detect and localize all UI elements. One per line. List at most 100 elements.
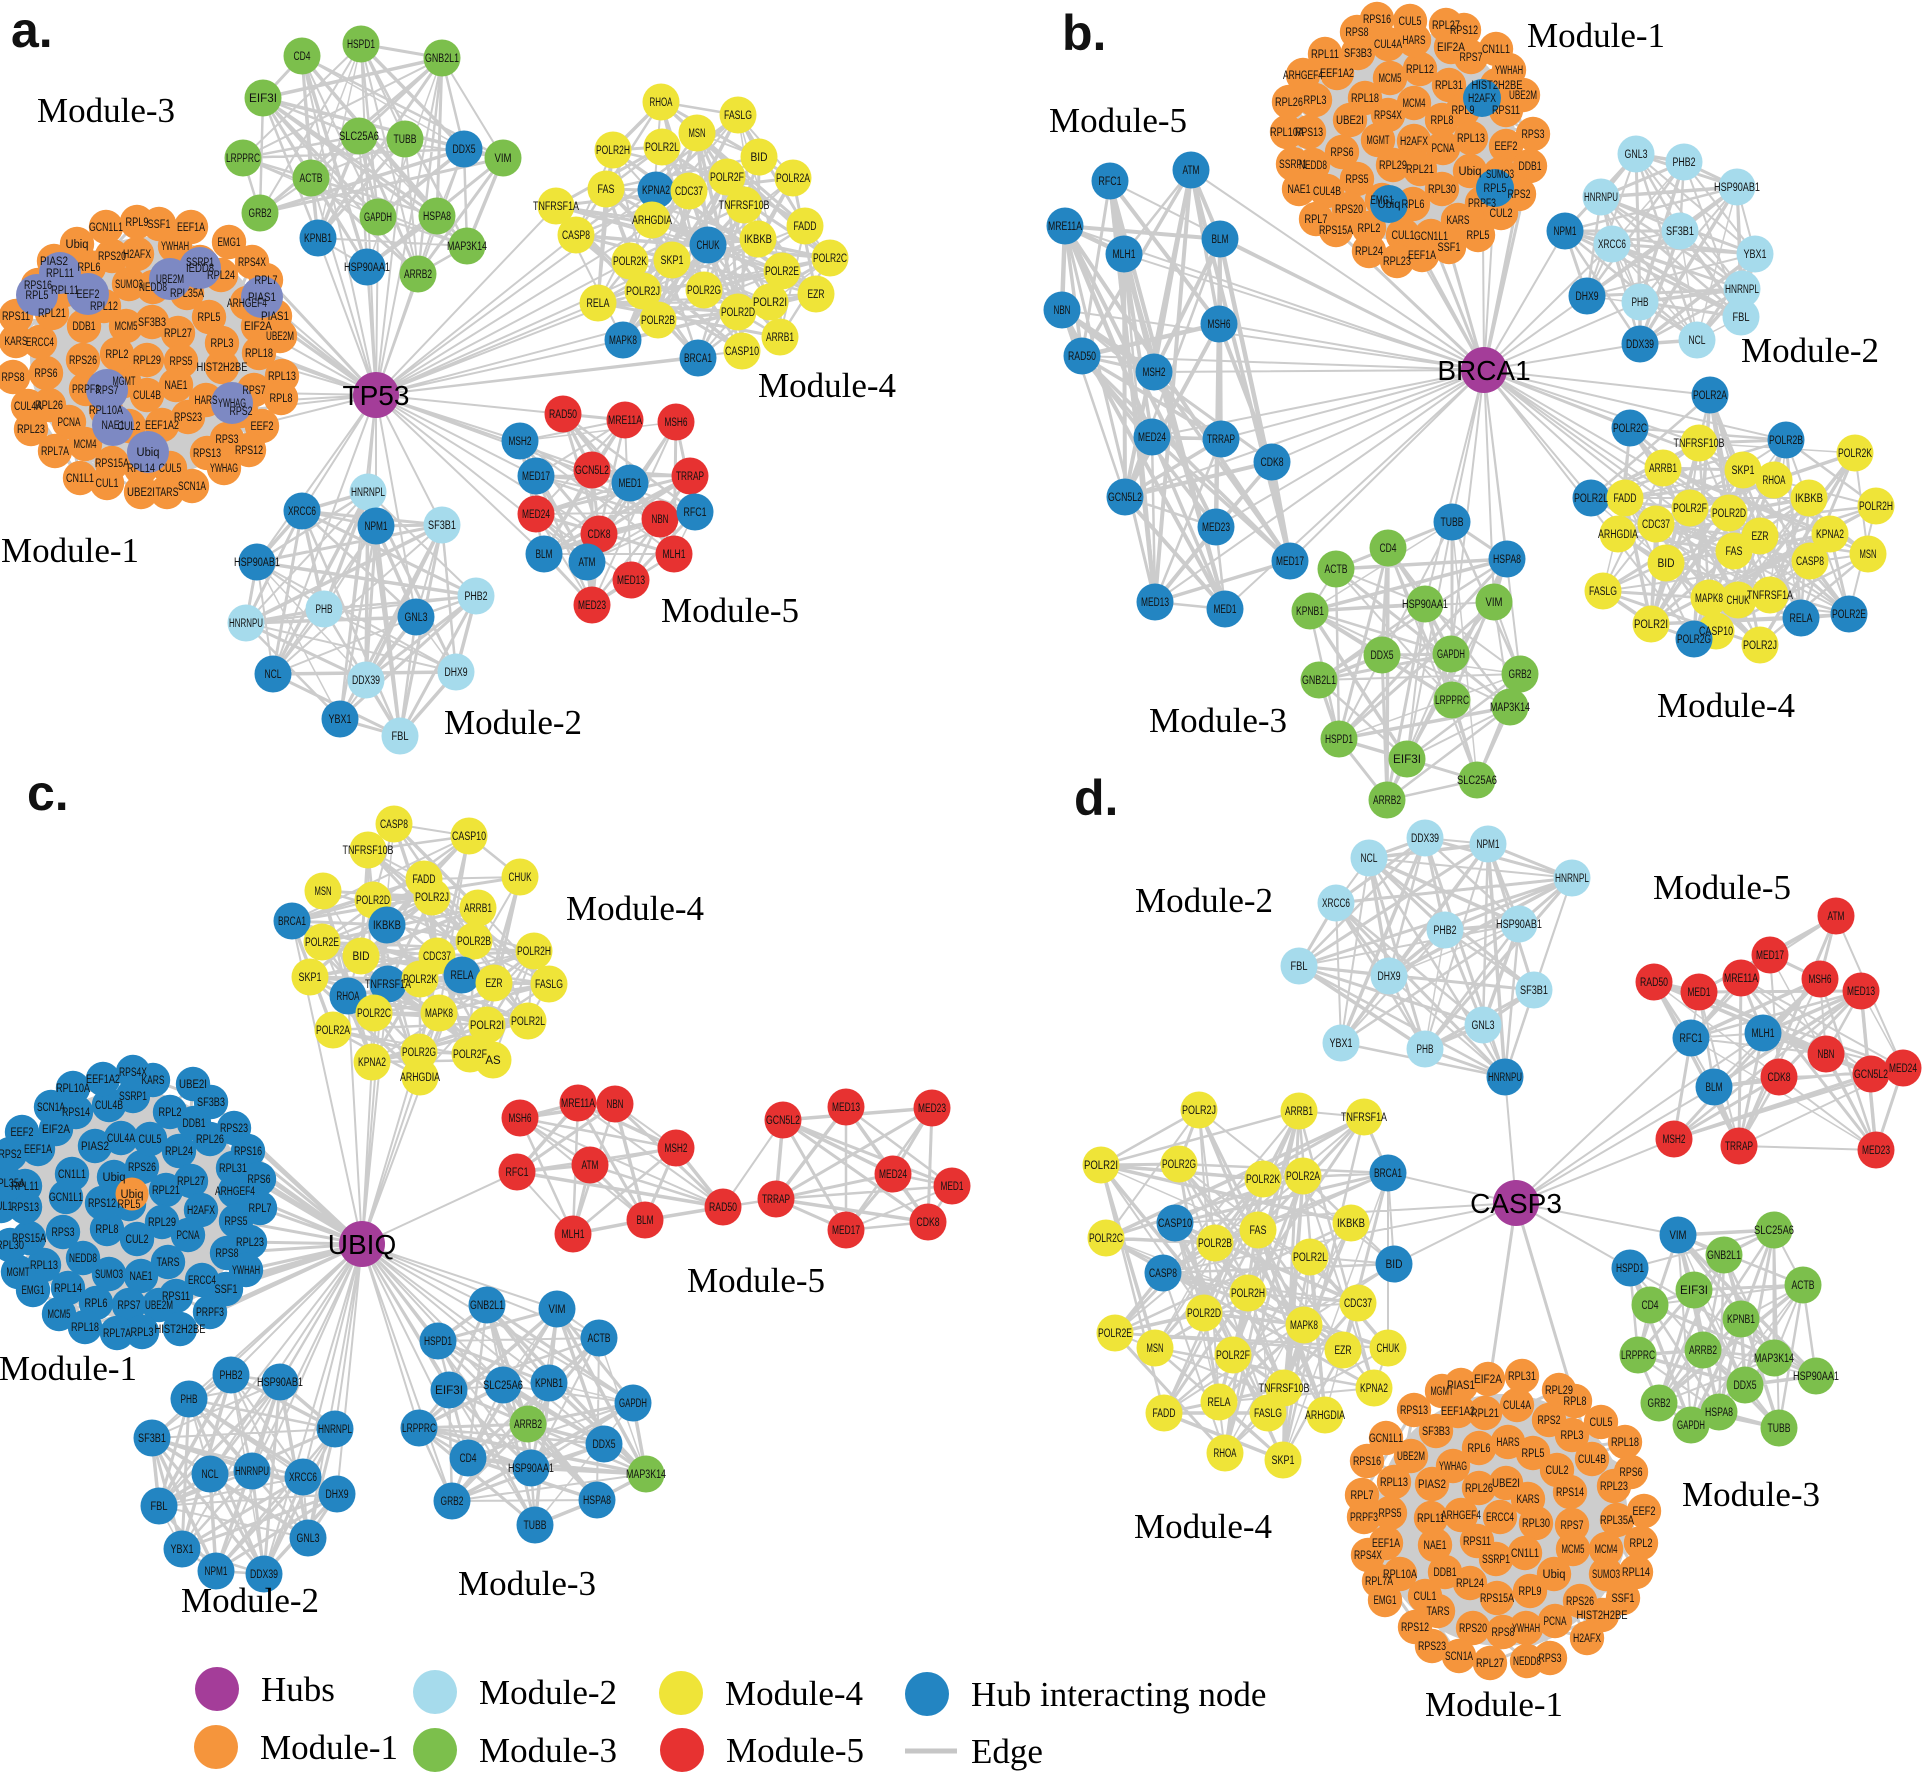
svg-text:SLC25A6: SLC25A6 [339, 131, 379, 143]
svg-text:PCNA: PCNA [177, 1230, 200, 1242]
svg-text:YWHAG: YWHAG [1439, 1461, 1467, 1473]
svg-text:GCN5L2: GCN5L2 [766, 1115, 800, 1127]
svg-text:BRCA1: BRCA1 [1374, 1168, 1402, 1180]
svg-text:KPNA2: KPNA2 [358, 1057, 386, 1069]
svg-text:RPL27: RPL27 [177, 1176, 205, 1188]
svg-text:GNB2L1: GNB2L1 [470, 1300, 504, 1312]
svg-text:FAS: FAS [598, 184, 615, 196]
svg-text:POLR2J: POLR2J [626, 286, 660, 298]
svg-text:MAP3K14: MAP3K14 [1490, 702, 1530, 714]
svg-text:RPL10A: RPL10A [1383, 1569, 1417, 1581]
svg-text:CUL4B: CUL4B [95, 1100, 123, 1112]
svg-text:NPM1: NPM1 [365, 521, 388, 533]
svg-text:SSF1: SSF1 [215, 1284, 238, 1296]
svg-text:Module-3: Module-3 [479, 1731, 617, 1770]
svg-text:RPL21: RPL21 [1406, 164, 1434, 176]
svg-text:YWHAG: YWHAG [210, 463, 238, 475]
svg-text:RPS8: RPS8 [216, 1248, 239, 1260]
svg-text:CUL1: CUL1 [96, 478, 119, 490]
svg-text:CUL4A: CUL4A [14, 401, 42, 413]
svg-text:Module-3: Module-3 [1682, 1475, 1820, 1514]
svg-text:MED17: MED17 [1276, 556, 1304, 568]
svg-text:GCN5L2: GCN5L2 [1108, 492, 1142, 504]
svg-text:MAPK8: MAPK8 [1695, 593, 1723, 605]
svg-text:NEDD8: NEDD8 [139, 282, 167, 294]
svg-text:ERCC4: ERCC4 [188, 1275, 216, 1287]
svg-text:ATM: ATM [1183, 165, 1200, 177]
svg-text:RPL30: RPL30 [1428, 184, 1456, 196]
svg-text:RPS15A: RPS15A [1480, 1593, 1514, 1605]
svg-text:HSPD1: HSPD1 [347, 39, 375, 51]
svg-text:RPL5: RPL5 [1484, 183, 1507, 195]
svg-text:HSP90AB1: HSP90AB1 [1496, 919, 1542, 931]
svg-text:RPL29: RPL29 [1545, 1385, 1573, 1397]
svg-text:RPS16: RPS16 [24, 280, 52, 292]
svg-text:CUL2: CUL2 [126, 1234, 149, 1246]
svg-text:EMG1: EMG1 [218, 237, 241, 249]
svg-text:SF3B3: SF3B3 [1344, 48, 1372, 60]
svg-text:CD4: CD4 [1380, 543, 1397, 555]
svg-text:POLR2K: POLR2K [1838, 448, 1872, 460]
svg-text:POLR2I: POLR2I [470, 1020, 504, 1032]
svg-text:CDK8: CDK8 [1768, 1072, 1791, 1084]
svg-text:RPL35A: RPL35A [0, 1178, 25, 1190]
svg-text:RPL18: RPL18 [1611, 1437, 1639, 1449]
svg-text:MLH1: MLH1 [562, 1229, 585, 1241]
svg-text:SSF1: SSF1 [1438, 242, 1461, 254]
svg-text:CASP10: CASP10 [1158, 1218, 1192, 1230]
svg-text:GCN1L1: GCN1L1 [1369, 1433, 1403, 1445]
svg-text:POLR2B: POLR2B [1198, 1238, 1232, 1250]
svg-text:RPS16: RPS16 [1353, 1456, 1381, 1468]
svg-text:EMG1: EMG1 [22, 1285, 45, 1297]
svg-text:CASP8: CASP8 [562, 230, 590, 242]
svg-text:RPL14: RPL14 [1622, 1567, 1650, 1579]
svg-text:ARHGDIA: ARHGDIA [1598, 529, 1638, 541]
svg-text:MSH6: MSH6 [665, 417, 688, 429]
svg-text:YWHAH: YWHAH [1512, 1623, 1540, 1635]
svg-text:MED24: MED24 [1138, 432, 1166, 444]
svg-text:YBX1: YBX1 [1744, 249, 1767, 261]
svg-text:PIAS1: PIAS1 [248, 292, 276, 304]
svg-text:XRCC6: XRCC6 [1322, 898, 1350, 910]
svg-text:SF3B1: SF3B1 [138, 1433, 166, 1445]
svg-text:RPL11: RPL11 [51, 285, 79, 297]
svg-text:Ubiq: Ubiq [103, 1172, 126, 1184]
svg-text:MED23: MED23 [1202, 522, 1230, 534]
svg-text:RPS7: RPS7 [1561, 1520, 1584, 1532]
svg-text:LRPPRC: LRPPRC [1621, 1350, 1655, 1362]
svg-text:RPL11: RPL11 [1311, 49, 1339, 61]
svg-text:SF3B3: SF3B3 [138, 317, 166, 329]
svg-text:FASLG: FASLG [1254, 1408, 1282, 1420]
svg-text:ACTB: ACTB [588, 1333, 611, 1345]
svg-text:b.: b. [1062, 5, 1106, 61]
svg-text:RPS13: RPS13 [193, 448, 221, 460]
svg-text:CN1L1: CN1L1 [58, 1169, 86, 1181]
svg-text:DDX5: DDX5 [1734, 1380, 1757, 1392]
svg-text:RFC1: RFC1 [1680, 1033, 1703, 1045]
svg-text:HSPD1: HSPD1 [424, 1336, 452, 1348]
svg-text:BID: BID [1386, 1259, 1403, 1271]
svg-text:UBIQ: UBIQ [328, 1229, 396, 1260]
svg-text:MED13: MED13 [1847, 986, 1875, 998]
svg-text:GNB2L1: GNB2L1 [1707, 1250, 1741, 1262]
svg-text:RPL3: RPL3 [1304, 95, 1327, 107]
svg-text:RPS11: RPS11 [1492, 105, 1520, 117]
svg-text:MED1: MED1 [941, 1181, 964, 1193]
svg-text:POLR2L: POLR2L [645, 142, 679, 154]
svg-text:GCN5L2: GCN5L2 [1854, 1069, 1888, 1081]
svg-text:Ubiq: Ubiq [137, 447, 160, 459]
svg-text:MED17: MED17 [832, 1225, 860, 1237]
svg-text:RPL23: RPL23 [17, 424, 45, 436]
svg-text:MLH1: MLH1 [663, 549, 686, 561]
svg-text:RPS8: RPS8 [1492, 1627, 1515, 1639]
svg-text:RPL27: RPL27 [1432, 20, 1460, 32]
svg-text:POLR2K: POLR2K [613, 256, 647, 268]
svg-text:RPL7A: RPL7A [41, 446, 69, 458]
svg-text:RPS6: RPS6 [1331, 147, 1354, 159]
svg-text:FADD: FADD [413, 874, 436, 886]
svg-text:ACTB: ACTB [300, 173, 323, 185]
svg-text:GAPDH: GAPDH [1437, 649, 1465, 661]
svg-text:POLR2G: POLR2G [402, 1047, 436, 1059]
svg-text:RPL5: RPL5 [26, 290, 49, 302]
svg-text:RPL24: RPL24 [207, 270, 235, 282]
